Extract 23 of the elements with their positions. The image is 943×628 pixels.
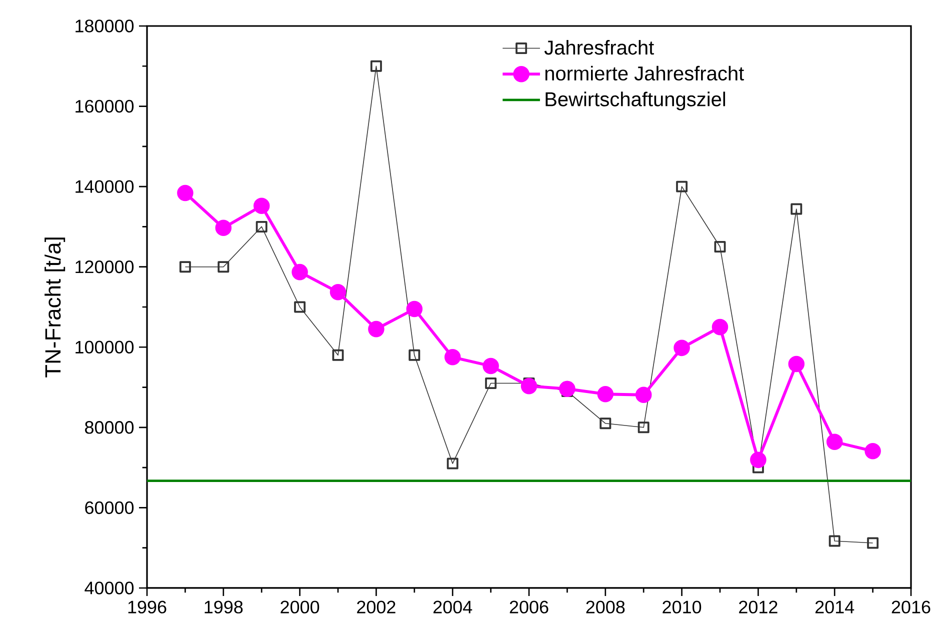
legend-label: normierte Jahresfracht	[545, 66, 744, 81]
y-tick-label: 40000	[84, 582, 134, 594]
x-tick-label: 2006	[510, 600, 548, 614]
x-tick-label: 2014	[815, 600, 854, 614]
legend-label: Bewirtschaftungsziel	[546, 92, 726, 110]
y-tick-label: 160000	[76, 100, 134, 113]
y-tick-label: 60000	[85, 501, 134, 514]
y-tick-label: 100000	[76, 340, 134, 354]
x-tick-label: 2012	[739, 600, 778, 614]
y-tick-label: 80000	[85, 421, 134, 434]
y-tick-label: 120000	[76, 260, 134, 274]
x-tick-label: 2000	[280, 600, 320, 614]
y-axis-title: TN-Fracht [t/a]	[44, 238, 66, 378]
x-tick-label: 2010	[662, 600, 702, 614]
x-tick-label: 2002	[357, 600, 396, 614]
y-tick-label: 180000	[76, 20, 134, 32]
x-tick-label: 2008	[586, 600, 625, 614]
x-tick-label: 2016	[892, 600, 930, 614]
y-tick-label: 140000	[76, 180, 134, 193]
legend-label: Jahresfracht	[544, 40, 654, 55]
x-tick-label: 2004	[433, 600, 472, 614]
x-tick-label: 1996	[128, 600, 166, 614]
x-tick-label: 1998	[204, 600, 243, 614]
